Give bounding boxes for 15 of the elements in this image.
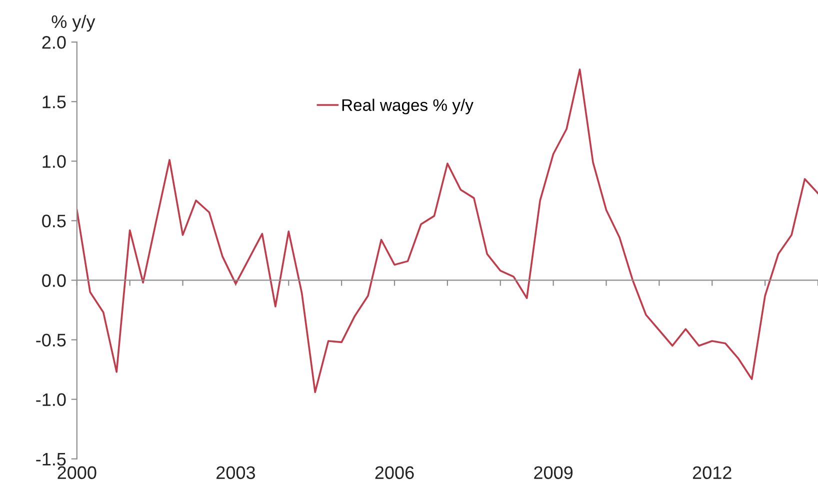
y-tick-label: 0.5 (42, 214, 66, 228)
y-tick-label: 1.5 (42, 96, 66, 108)
y-axis-title: % y/y (52, 14, 96, 32)
x-tick-label: 2000 (58, 466, 96, 480)
legend-label: Real wages % y/y (342, 98, 474, 114)
y-tick-label: 0.0 (42, 274, 66, 287)
y-tick-label: -0.5 (36, 334, 66, 346)
x-tick-label: 2006 (375, 466, 414, 480)
x-tick-label: 2009 (534, 466, 573, 480)
y-tick-label: -1.5 (36, 452, 66, 466)
y-tick-label: -1.0 (36, 393, 66, 406)
y-tick-label: 2.0 (42, 36, 66, 49)
x-tick-label: 2003 (216, 466, 255, 480)
y-tick-label: 1.0 (42, 155, 66, 168)
x-tick-label: 2012 (692, 466, 732, 480)
